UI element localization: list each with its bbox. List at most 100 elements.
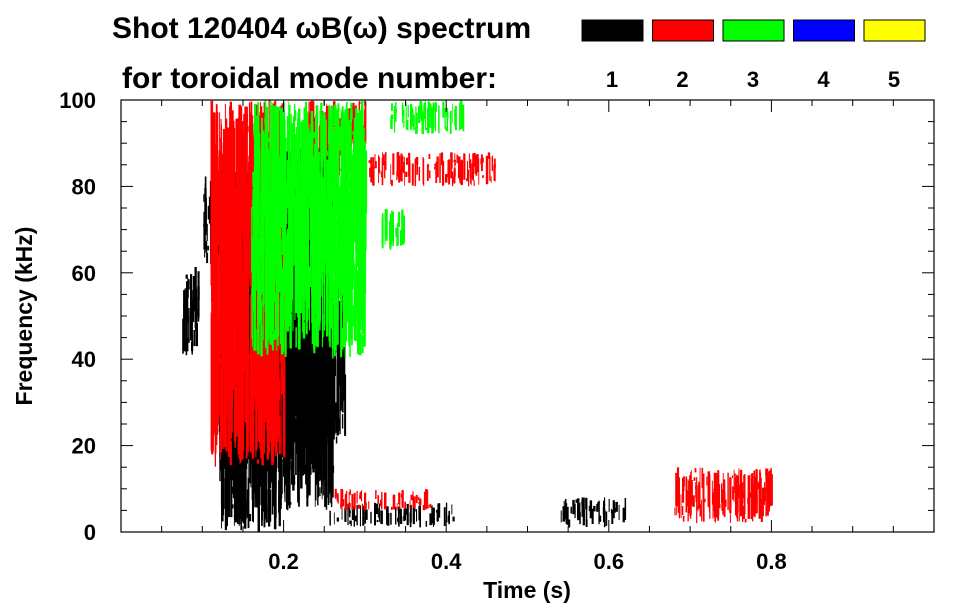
spectrum-streak bbox=[240, 169, 243, 196]
spectrum-streak bbox=[682, 483, 684, 491]
spectrum-streak bbox=[425, 520, 428, 527]
spectrum-streak bbox=[462, 104, 465, 132]
spectrum-streak bbox=[320, 152, 323, 247]
spectrum-streak bbox=[340, 176, 342, 294]
spectrum-streak bbox=[742, 506, 745, 519]
spectrum-streak bbox=[593, 505, 596, 512]
spectrum-streak bbox=[261, 509, 263, 521]
spectrum-streak bbox=[570, 506, 572, 514]
spectrum-streak bbox=[346, 150, 350, 260]
spectrum-streak bbox=[232, 313, 235, 391]
spectrum-streak bbox=[232, 127, 236, 200]
spectrum-streak bbox=[295, 327, 297, 348]
spectrum-streak bbox=[234, 189, 235, 370]
spectrum-streak bbox=[252, 199, 254, 211]
spectrum-streak bbox=[364, 502, 367, 524]
spectrum-streak bbox=[701, 499, 702, 522]
spectrum-streak bbox=[335, 436, 338, 444]
spectrum-streak bbox=[699, 504, 702, 517]
spectrum-streak bbox=[312, 128, 314, 250]
spectrum-streak bbox=[305, 292, 308, 448]
spectrum-streak bbox=[271, 101, 273, 226]
spectrum-streak bbox=[581, 497, 584, 517]
spectrum-streak bbox=[324, 333, 327, 405]
spectrum-streak bbox=[768, 472, 770, 506]
spectrum-streak bbox=[415, 157, 419, 165]
spectrum-streak bbox=[319, 125, 321, 163]
spectrum-streak bbox=[299, 333, 302, 376]
spectrum-streak bbox=[695, 496, 697, 503]
spectrum-streak bbox=[341, 241, 344, 296]
spectrum-streak bbox=[228, 407, 231, 457]
x-axis: 0.2 0.4 0.6 0.8 bbox=[161, 100, 894, 574]
y-axis: 0 20 40 60 80 100 bbox=[59, 88, 934, 545]
spectrum-streak bbox=[313, 247, 316, 314]
spectrum-streak bbox=[329, 148, 332, 167]
spectrum-streak bbox=[454, 109, 456, 126]
spectrum-region-mode-2 bbox=[368, 152, 496, 187]
spectrum-streak bbox=[203, 194, 205, 202]
spectrum-streak bbox=[293, 181, 296, 206]
spectrum-streak bbox=[315, 283, 318, 454]
spectrum-streak bbox=[390, 117, 393, 130]
spectrum-streak bbox=[750, 473, 752, 478]
spectrum-streak bbox=[735, 477, 737, 516]
spectrum-streak bbox=[747, 475, 751, 519]
spectrum-streak bbox=[294, 294, 296, 443]
spectrum-streak bbox=[487, 152, 491, 159]
spectrum-streak bbox=[197, 271, 200, 318]
spectrum-streak bbox=[377, 495, 379, 504]
spectrum-streak bbox=[224, 207, 226, 240]
spectrum-streak bbox=[343, 178, 345, 258]
y-axis-label: Frequency (kHz) bbox=[11, 227, 37, 406]
spectrum-streak bbox=[245, 275, 247, 423]
spectrum-streak bbox=[605, 511, 608, 526]
spectrum-streak bbox=[250, 101, 253, 128]
spectrum-streak bbox=[328, 104, 330, 194]
spectrum-streak bbox=[220, 242, 222, 399]
spectrum-streak bbox=[253, 123, 255, 136]
spectrum-streak bbox=[254, 172, 255, 284]
spectrum-streak bbox=[196, 308, 199, 315]
spectrum-region-mode-3 bbox=[381, 208, 405, 250]
spectrum-streak bbox=[410, 107, 413, 117]
spectrum-streak bbox=[231, 110, 234, 282]
spectrum-streak bbox=[187, 317, 189, 341]
spectrum-streak bbox=[193, 330, 196, 347]
spectrum-streak bbox=[231, 249, 233, 433]
spectrum-streak bbox=[357, 115, 359, 150]
spectrum-streak bbox=[277, 153, 279, 213]
spectrum-streak bbox=[289, 313, 292, 349]
spectrum-streak bbox=[259, 279, 262, 321]
spectrum-streak bbox=[764, 482, 766, 505]
spectrum-streak bbox=[283, 110, 285, 178]
spectrum-streak bbox=[187, 337, 189, 352]
spectrum-streak bbox=[411, 163, 414, 186]
spectrum-streak bbox=[403, 508, 406, 520]
chart-title-line1: Shot 120404 ωB(ω) spectrum bbox=[112, 12, 531, 45]
spectrum-streak bbox=[331, 105, 334, 178]
spectrum-streak bbox=[686, 490, 689, 507]
spectrum-streak bbox=[251, 279, 255, 459]
spectrum-streak bbox=[585, 501, 588, 526]
spectrum-streak bbox=[382, 154, 385, 166]
spectrum-streak bbox=[214, 262, 217, 432]
spectrum-streak bbox=[326, 103, 328, 107]
spectrum-streak bbox=[425, 489, 427, 495]
spectrum-streak bbox=[381, 213, 384, 249]
spectrum-streak bbox=[490, 176, 492, 183]
spectrum-streak bbox=[370, 511, 372, 524]
spectrum-streak bbox=[718, 484, 721, 508]
spectrum-streak bbox=[238, 120, 241, 277]
spectrum-streak bbox=[455, 105, 457, 131]
spectrum-streak bbox=[431, 106, 434, 134]
spectrum-streak bbox=[298, 298, 300, 330]
spectrum-streak bbox=[229, 291, 231, 422]
spectrum-streak bbox=[363, 504, 365, 525]
spectrum-streak bbox=[297, 394, 300, 463]
spectrum-streak bbox=[377, 508, 379, 518]
spectrum-streak bbox=[761, 487, 764, 517]
spectrum-streak bbox=[431, 505, 433, 524]
spectrum-streak bbox=[259, 149, 261, 241]
spectrum-region-mode-2 bbox=[334, 488, 432, 511]
